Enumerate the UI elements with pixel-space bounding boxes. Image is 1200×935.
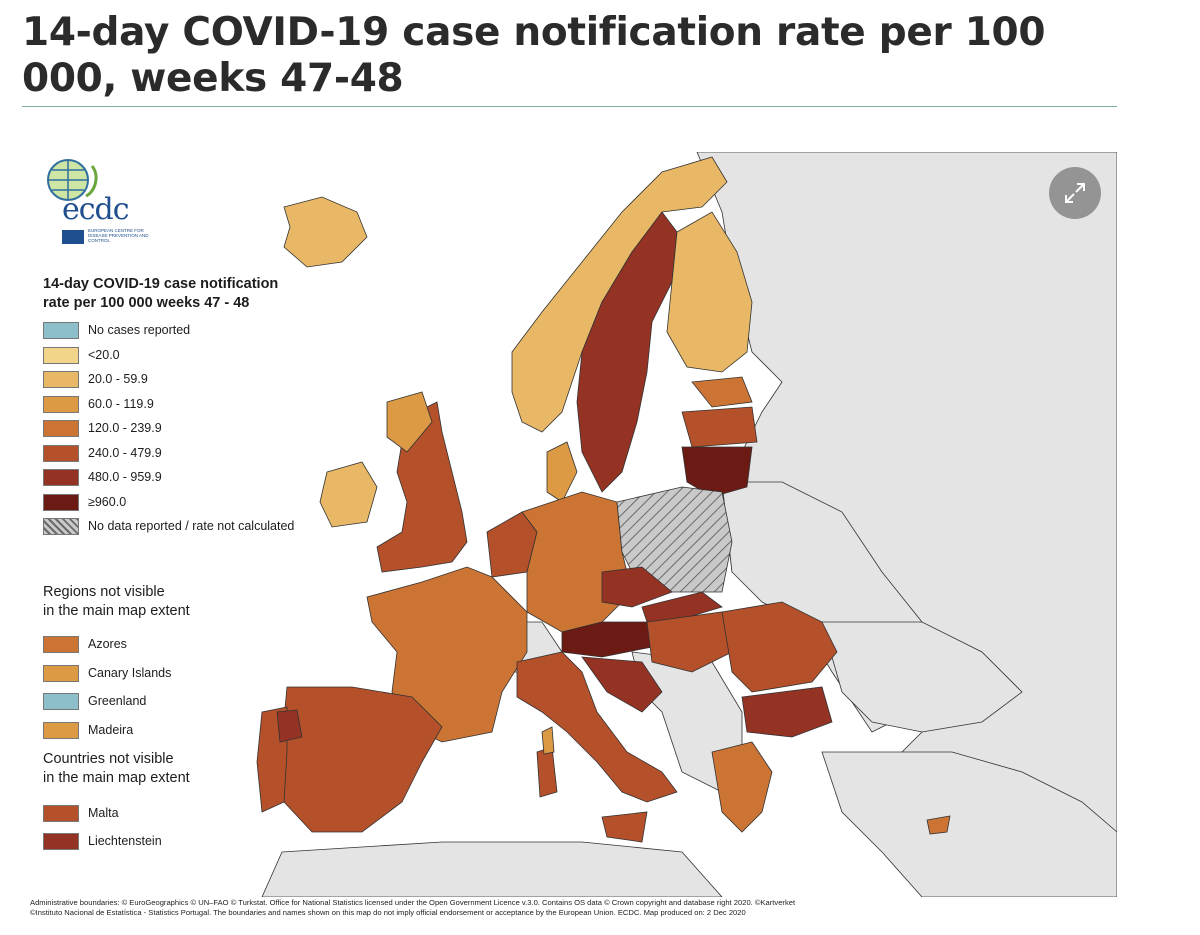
legend-label: 480.0 - 959.9 [88,470,162,484]
legend-swatch [43,395,79,413]
bulgaria [741,686,833,738]
legend-label: <20.0 [88,347,120,362]
croatia [581,656,663,713]
corsica [541,726,555,755]
legend-swatch [43,322,79,339]
legend-label: Canary Islands [88,665,172,680]
sweden [576,211,678,493]
legend-label: Liechtenstein [88,834,162,848]
legend-label: Greenland [88,694,147,708]
countries-heading-line1: Countries not visible [43,751,174,767]
logo-subtitle: EUROPEAN CENTRE FOR DISEASE PREVENTION A… [88,228,149,243]
poland [616,486,733,593]
legend-swatch [43,371,79,388]
spain [279,686,443,833]
legend-label: 20.0 - 59.9 [88,372,148,386]
eu-flag-icon [62,230,84,244]
legend-swatch [43,664,79,682]
legend-label: ≥960.0 [88,494,127,509]
footer-line2: ©Instituto Nacional de Estatística - Sta… [30,908,746,917]
regions-heading-line1: Regions not visible [43,584,165,600]
title-divider [22,106,1117,107]
legend-label: Azores [88,637,127,651]
iceland [283,196,368,268]
map-canvas [256,152,1117,897]
expand-map-button[interactable] [1049,167,1101,219]
germany [521,491,633,633]
sardinia [536,746,558,798]
expand-icon [1065,183,1085,203]
legend-swatch [43,420,79,437]
attribution-footer: Administrative boundaries: © EuroGeograp… [30,898,1030,918]
legend-label: 60.0 - 119.9 [88,396,154,411]
latvia [681,406,758,448]
legend-swatch [43,833,79,850]
ecdc-logo: ecdc EUROPEAN CENTRE FOR DISEASE PREVENT… [40,156,150,248]
czechia [601,566,673,608]
legend-title: 14-day COVID-19 case notification rate p… [43,275,343,313]
legend-label: Malta [88,806,119,820]
legend-label: 120.0 - 239.9 [88,421,162,435]
scotland [386,391,433,453]
greece [711,741,773,833]
legend-swatch [43,518,79,535]
hungary [646,611,733,673]
legend-swatch [43,493,79,511]
legend-swatch [43,636,79,653]
lithuania [681,446,753,498]
slovakia [641,591,723,623]
regions-heading: Regions not visible in the main map exte… [43,583,283,621]
portugal-north [276,709,303,743]
legend-label: No data reported / rate not calculated [88,519,295,533]
legend-label: 240.0 - 479.9 [88,445,162,460]
logo-wordmark: ecdc [62,192,130,227]
denmark [546,441,578,503]
romania [721,601,838,693]
legend-swatch [43,346,79,364]
countries-heading: Countries not visible in the main map ex… [43,750,283,788]
europe-map [22,152,1117,897]
cyprus [926,815,951,835]
page-title: 14-day COVID-19 case notification rate p… [22,10,1046,101]
legend-label: Madeira [88,722,134,737]
ireland [319,461,378,528]
italy [516,651,678,803]
legend-title-line2: rate per 100 000 weeks 47 - 48 [43,295,250,311]
legend-swatch [43,693,79,710]
legend-title-line1: 14-day COVID-19 case notification [43,276,279,292]
regions-heading-line2: in the main map extent [43,603,190,619]
legend-label: No cases reported [88,323,191,337]
finland [666,211,753,373]
footer-line1: Administrative boundaries: © EuroGeograp… [30,898,796,907]
estonia [691,376,753,408]
legend-swatch [43,805,79,822]
uk [376,401,468,573]
legend-swatch [43,721,79,739]
globe-icon [47,159,98,201]
legend-swatch [43,444,79,462]
legend-swatch [43,469,79,486]
sicily [601,811,648,843]
countries-heading-line2: in the main map extent [43,770,190,786]
